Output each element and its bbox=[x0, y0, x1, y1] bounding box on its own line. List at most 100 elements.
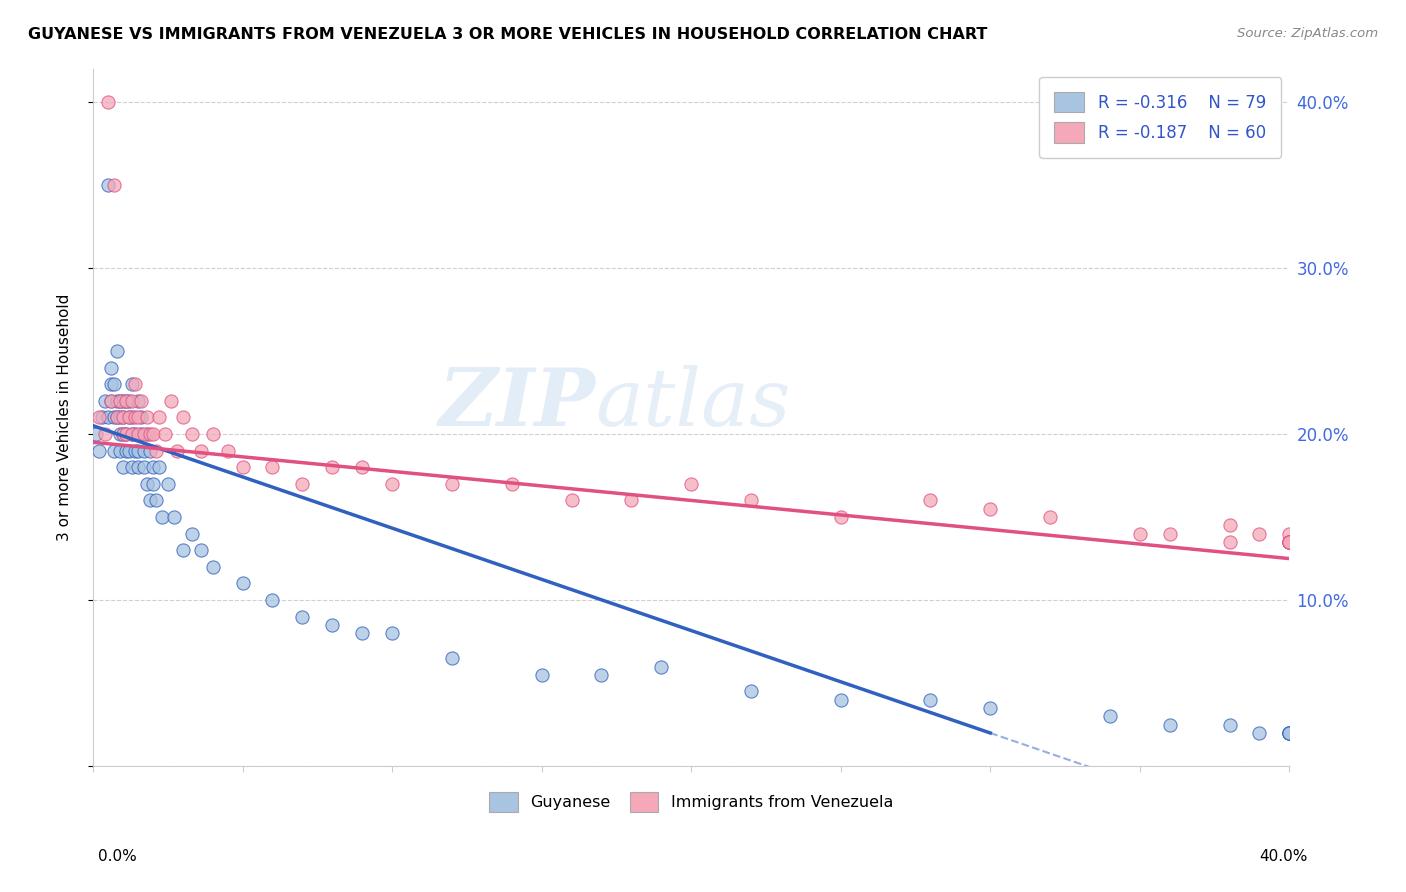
Point bbox=[103, 443, 125, 458]
Point bbox=[108, 393, 131, 408]
Point bbox=[148, 410, 170, 425]
Point bbox=[1278, 726, 1301, 740]
Point bbox=[121, 410, 143, 425]
Point bbox=[591, 668, 613, 682]
Point bbox=[1039, 510, 1062, 524]
Point bbox=[135, 427, 157, 442]
Point bbox=[135, 476, 157, 491]
Point bbox=[121, 393, 143, 408]
Point bbox=[103, 377, 125, 392]
Point bbox=[111, 393, 134, 408]
Point bbox=[979, 501, 1001, 516]
Point bbox=[129, 427, 152, 442]
Point bbox=[105, 343, 128, 358]
Point bbox=[121, 377, 143, 392]
Point bbox=[291, 609, 314, 624]
Point bbox=[1278, 535, 1301, 549]
Point bbox=[681, 476, 703, 491]
Point bbox=[84, 427, 107, 442]
Point bbox=[127, 427, 149, 442]
Point bbox=[180, 526, 202, 541]
Y-axis label: 3 or more Vehicles in Household: 3 or more Vehicles in Household bbox=[58, 293, 72, 541]
Point bbox=[501, 476, 523, 491]
Point bbox=[139, 493, 162, 508]
Point bbox=[97, 95, 120, 109]
Point bbox=[172, 410, 194, 425]
Point bbox=[127, 460, 149, 475]
Point bbox=[740, 684, 762, 698]
Point bbox=[124, 377, 146, 392]
Point bbox=[1278, 535, 1301, 549]
Point bbox=[111, 427, 134, 442]
Point bbox=[150, 510, 173, 524]
Point bbox=[561, 493, 583, 508]
Point bbox=[1219, 518, 1241, 533]
Text: 0.0%: 0.0% bbox=[98, 849, 138, 863]
Point bbox=[87, 410, 110, 425]
Point bbox=[440, 651, 463, 665]
Point bbox=[153, 427, 176, 442]
Point bbox=[127, 393, 149, 408]
Point bbox=[111, 410, 134, 425]
Text: 40.0%: 40.0% bbox=[1260, 849, 1308, 863]
Point bbox=[1278, 726, 1301, 740]
Point bbox=[190, 543, 212, 558]
Point bbox=[118, 410, 141, 425]
Point bbox=[115, 393, 138, 408]
Point bbox=[132, 427, 155, 442]
Point bbox=[111, 460, 134, 475]
Point bbox=[1219, 717, 1241, 731]
Point bbox=[97, 410, 120, 425]
Point bbox=[1278, 535, 1301, 549]
Point bbox=[159, 393, 181, 408]
Point bbox=[124, 427, 146, 442]
Point bbox=[129, 410, 152, 425]
Point bbox=[1129, 526, 1152, 541]
Point bbox=[1249, 526, 1271, 541]
Point bbox=[132, 443, 155, 458]
Point bbox=[124, 410, 146, 425]
Point bbox=[145, 443, 167, 458]
Point bbox=[145, 493, 167, 508]
Point bbox=[232, 576, 254, 591]
Point bbox=[262, 593, 284, 607]
Point bbox=[1278, 526, 1301, 541]
Point bbox=[105, 393, 128, 408]
Point bbox=[115, 427, 138, 442]
Point bbox=[105, 410, 128, 425]
Point bbox=[100, 393, 122, 408]
Point bbox=[172, 543, 194, 558]
Point bbox=[352, 460, 374, 475]
Point bbox=[100, 377, 122, 392]
Point bbox=[1278, 535, 1301, 549]
Point bbox=[1278, 535, 1301, 549]
Point bbox=[163, 510, 186, 524]
Point bbox=[127, 410, 149, 425]
Point bbox=[115, 393, 138, 408]
Point bbox=[180, 427, 202, 442]
Point bbox=[97, 178, 120, 192]
Point bbox=[121, 427, 143, 442]
Point bbox=[291, 476, 314, 491]
Point bbox=[94, 393, 117, 408]
Point bbox=[1278, 726, 1301, 740]
Point bbox=[94, 427, 117, 442]
Point bbox=[232, 460, 254, 475]
Point bbox=[135, 410, 157, 425]
Text: Source: ZipAtlas.com: Source: ZipAtlas.com bbox=[1237, 27, 1378, 40]
Point bbox=[108, 410, 131, 425]
Point bbox=[1098, 709, 1121, 723]
Point bbox=[118, 443, 141, 458]
Point bbox=[1278, 726, 1301, 740]
Point bbox=[91, 410, 114, 425]
Point bbox=[111, 410, 134, 425]
Point bbox=[321, 618, 343, 632]
Point bbox=[121, 460, 143, 475]
Point bbox=[108, 443, 131, 458]
Point bbox=[87, 443, 110, 458]
Point bbox=[530, 668, 553, 682]
Point bbox=[142, 460, 165, 475]
Point bbox=[100, 393, 122, 408]
Text: GUYANESE VS IMMIGRANTS FROM VENEZUELA 3 OR MORE VEHICLES IN HOUSEHOLD CORRELATIO: GUYANESE VS IMMIGRANTS FROM VENEZUELA 3 … bbox=[28, 27, 987, 42]
Point bbox=[108, 393, 131, 408]
